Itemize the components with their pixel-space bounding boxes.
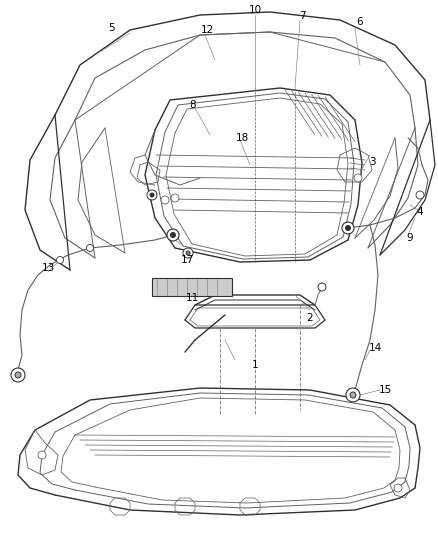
Text: 14: 14 bbox=[367, 343, 381, 353]
Circle shape bbox=[147, 190, 157, 200]
Text: 12: 12 bbox=[200, 25, 213, 35]
Text: 10: 10 bbox=[248, 5, 261, 15]
Text: 8: 8 bbox=[189, 100, 196, 110]
Circle shape bbox=[171, 194, 179, 202]
Circle shape bbox=[86, 245, 93, 252]
Text: 11: 11 bbox=[185, 293, 198, 303]
Text: 2: 2 bbox=[306, 313, 313, 323]
Text: 15: 15 bbox=[378, 385, 391, 395]
Circle shape bbox=[150, 193, 154, 197]
Circle shape bbox=[317, 283, 325, 291]
Circle shape bbox=[38, 451, 46, 459]
Text: 18: 18 bbox=[235, 133, 248, 143]
Circle shape bbox=[170, 232, 175, 238]
Circle shape bbox=[166, 229, 179, 241]
Text: 1: 1 bbox=[251, 360, 258, 370]
Circle shape bbox=[15, 372, 21, 378]
Circle shape bbox=[186, 251, 190, 255]
Circle shape bbox=[341, 222, 353, 234]
Circle shape bbox=[393, 484, 401, 492]
Circle shape bbox=[345, 225, 350, 230]
Text: 3: 3 bbox=[368, 157, 374, 167]
Text: 17: 17 bbox=[180, 255, 193, 265]
Circle shape bbox=[353, 174, 361, 182]
Circle shape bbox=[345, 388, 359, 402]
Circle shape bbox=[11, 368, 25, 382]
Text: 4: 4 bbox=[416, 207, 422, 217]
Text: 5: 5 bbox=[109, 23, 115, 33]
Text: 9: 9 bbox=[406, 233, 412, 243]
Circle shape bbox=[183, 248, 193, 258]
Text: 7: 7 bbox=[298, 11, 304, 21]
Bar bbox=[152, 278, 231, 296]
Circle shape bbox=[349, 392, 355, 398]
Circle shape bbox=[161, 196, 169, 204]
Text: 6: 6 bbox=[356, 17, 363, 27]
Circle shape bbox=[415, 191, 423, 199]
Circle shape bbox=[57, 256, 64, 263]
Text: 13: 13 bbox=[41, 263, 54, 273]
